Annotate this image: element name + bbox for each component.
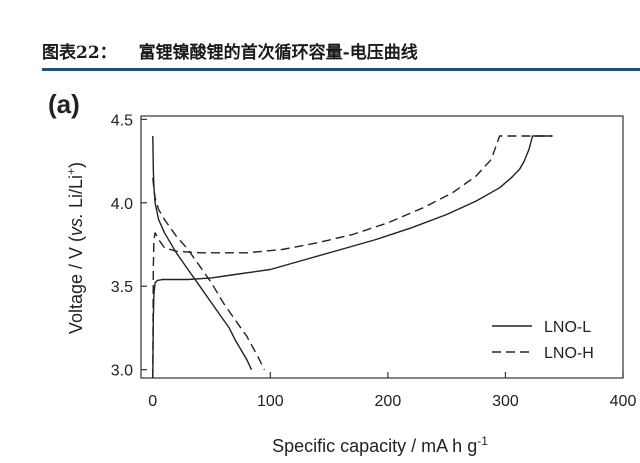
y-axis-label-sup: + (64, 168, 78, 175)
y-axis-label-close: ) (66, 162, 86, 168)
series-line-lno-h-charge (152, 135, 553, 379)
figure-title: 图表22： 富锂镍酸锂的首次循环容量-电压曲线 (42, 38, 418, 63)
x-tick-label: 400 (610, 393, 637, 410)
y-tick-label: 4.5 (111, 112, 133, 129)
title-underline (42, 68, 640, 71)
series-line-lno-h-discharge (152, 177, 266, 371)
x-axis-label: Specific capacity / mA h g-1 (272, 434, 488, 456)
x-axis-label-text: Specific capacity / mA h g (272, 436, 477, 456)
x-tick-label: 0 (148, 393, 157, 410)
series-line-lno-l-charge (152, 135, 553, 379)
plot-frame (140, 115, 624, 379)
legend-label-lno-l: LNO-L (544, 319, 591, 336)
plot-area: 0 100 200 300 400 3.0 3.5 4.0 4.5 LNO-L LNO-H (111, 112, 637, 410)
figure-caption: 富锂镍酸锂的首次循环容量-电压曲线 (138, 43, 418, 63)
y-axis-label-pre: Voltage / V ( (66, 236, 86, 334)
figure-number: 图表22： (42, 43, 117, 63)
legend-label-lno-h: LNO-H (544, 345, 594, 362)
panel-label: (a) (48, 89, 80, 119)
x-axis-label-sup: -1 (477, 434, 488, 448)
y-axis-label: Voltage / V (vs. Li/Li+) (64, 162, 86, 334)
x-tick-label: 100 (257, 393, 284, 410)
y-axis-label-italic: vs. (66, 213, 86, 236)
x-tick-label: 200 (375, 393, 402, 410)
y-tick-label: 4.0 (111, 196, 133, 213)
x-tick-label: 300 (492, 393, 519, 410)
y-tick-label: 3.5 (111, 279, 133, 296)
y-axis-label-post: Li/Li (66, 175, 86, 213)
y-tick-label: 3.0 (111, 363, 133, 380)
